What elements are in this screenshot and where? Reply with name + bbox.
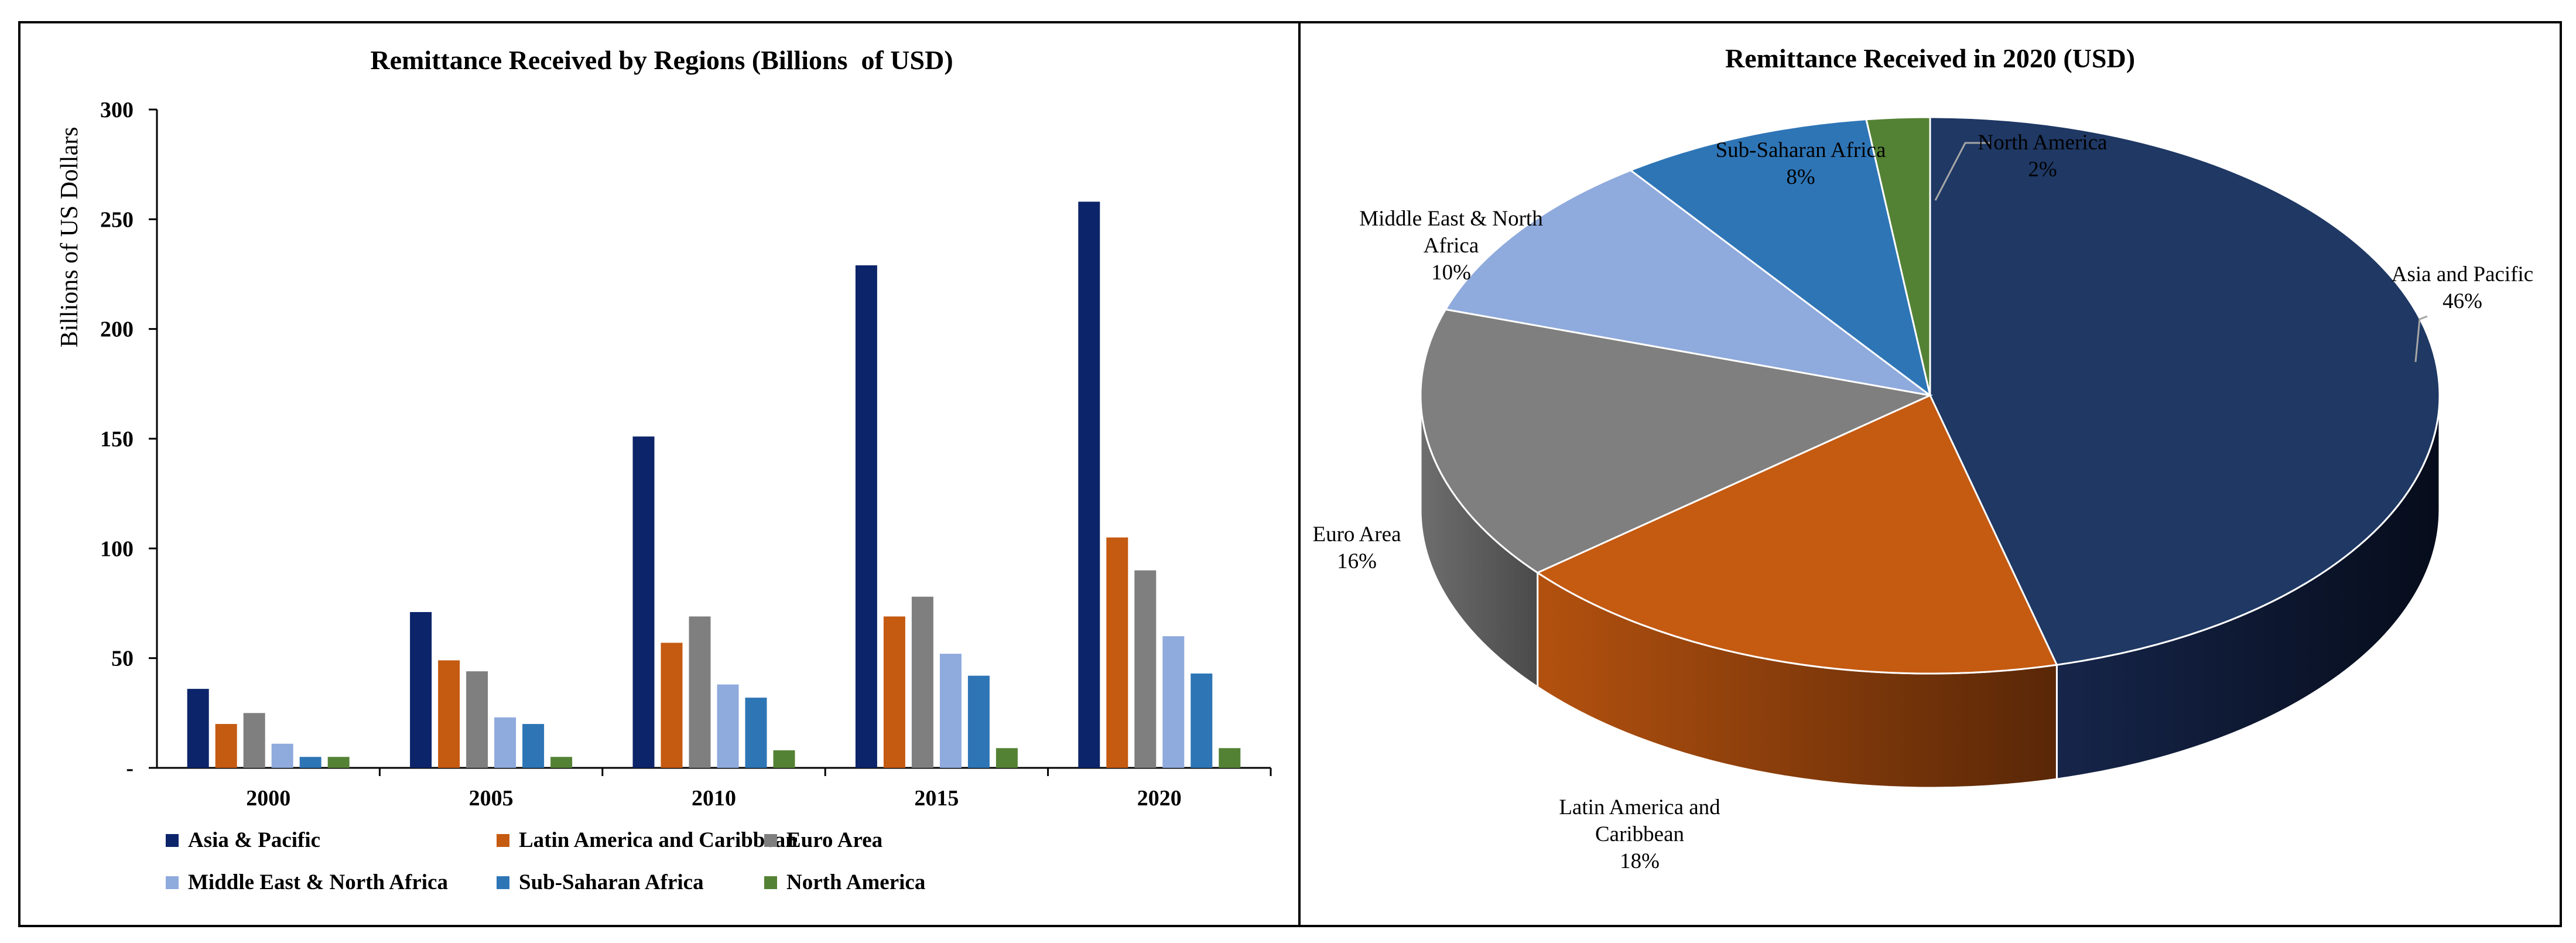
bar-chart-title: Remittance Received by Regions (Billions… — [370, 45, 953, 75]
pie-label-sub-saharan-africa: Sub-Saharan Africa 8% — [1716, 138, 1886, 189]
pie-slice-asia-and-pacific — [1929, 116, 2441, 666]
bar-north-america-2015 — [995, 748, 1018, 768]
pie-label-line: Asia and Pacific — [2392, 262, 2533, 286]
bar-euro-area-2005 — [466, 671, 488, 768]
legend-label-north-america: North America — [786, 870, 925, 894]
bar-asia-and-pacific-2020 — [1078, 201, 1100, 768]
pie-label-asia-and-pacific: Asia and Pacific 46% — [2392, 262, 2533, 313]
pie-chart-plot: Asia and Pacific 46% Latin America and Cari… — [1312, 116, 2533, 873]
pie-slice-north-america — [1865, 116, 1931, 396]
pie-label-north-america: North America 2% — [1978, 131, 2108, 182]
pie-slice-euro-area — [1419, 308, 1934, 574]
bar-latin-america-and-caribbean-2010 — [661, 643, 683, 768]
pie-label-line: Africa — [1424, 234, 1479, 258]
legend-label-latin-america-and-caribbean: Latin America and Caribbean — [519, 828, 798, 852]
y-tick-label: 50 — [111, 647, 134, 671]
pie-label-line: 18% — [1620, 849, 1660, 873]
bar-latin-america-and-caribbean-2015 — [883, 616, 905, 768]
bar-sub-saharan-africa-2000 — [299, 757, 321, 768]
bar-sub-saharan-africa-2020 — [1190, 673, 1213, 768]
legend-swatch-sub-saharan-africa — [497, 876, 509, 889]
pie-label-line: Latin America and — [1559, 795, 1720, 819]
pie-label-latin-america-and-caribbean: Latin America and Caribbean 18% — [1559, 795, 1720, 873]
bar-latin-america-and-caribbean-2020 — [1106, 537, 1128, 768]
y-tick-label: 300 — [100, 98, 134, 122]
legend-label-sub-saharan-africa: Sub-Saharan Africa — [519, 870, 704, 894]
bar-asia-and-pacific-2000 — [187, 689, 209, 768]
bar-middle-east-and-north-africa-2010 — [717, 684, 739, 768]
pie-leader-line-asia-and-pacific — [2414, 315, 2428, 363]
bar-sub-saharan-africa-2005 — [522, 724, 545, 768]
legend-swatch-middle-east-and-north-africa — [166, 876, 179, 889]
bar-euro-area-2020 — [1134, 570, 1157, 768]
pie-label-line: 46% — [2442, 289, 2482, 313]
y-tick-label: 200 — [100, 317, 134, 342]
x-tick-label: 2020 — [1137, 786, 1182, 811]
pie-label-line: Sub-Saharan Africa — [1716, 138, 1886, 162]
pie-label-line: 16% — [1337, 549, 1377, 573]
y-axis-label: Billions of US Dollars — [56, 127, 83, 348]
pie-slice-latin-america-and-caribbean — [1535, 394, 2058, 675]
legend-label-euro-area: Euro Area — [786, 828, 882, 852]
bar-latin-america-and-caribbean-2000 — [215, 724, 237, 768]
legend-swatch-euro-area — [764, 834, 777, 847]
legend-swatch-north-america — [764, 876, 777, 889]
pie-label-line: North America — [1978, 131, 2108, 155]
bar-asia-and-pacific-2005 — [410, 611, 432, 768]
bar-euro-area-2000 — [243, 713, 265, 768]
bar-middle-east-and-north-africa-2005 — [494, 717, 516, 768]
pie-leader-line-north-america — [1934, 142, 1990, 201]
pie-label-line: Middle East & North — [1359, 207, 1543, 231]
x-tick-label: 2000 — [246, 786, 290, 811]
pie-slice-middle-east-and-north-africa — [1444, 169, 1931, 397]
pie-label-line: 2% — [2028, 158, 2057, 182]
y-tick-label: 150 — [100, 427, 134, 452]
pie-chart-title: Remittance Received in 2020 (USD) — [1725, 43, 2135, 73]
bar-north-america-2005 — [550, 757, 573, 768]
bar-asia-and-pacific-2010 — [632, 436, 655, 768]
pie-label-line: 8% — [1786, 165, 1815, 189]
bar-middle-east-and-north-africa-2000 — [271, 743, 293, 768]
legend-swatch-latin-america-and-caribbean — [497, 834, 509, 847]
x-tick-label: 2005 — [469, 786, 514, 811]
legend-label-middle-east-and-north-africa: Middle East & North Africa — [188, 870, 448, 894]
bar-sub-saharan-africa-2015 — [967, 675, 990, 768]
legend-swatch-asia-and-pacific — [166, 834, 179, 847]
bar-north-america-2020 — [1219, 748, 1241, 768]
x-tick-label: 2010 — [692, 786, 736, 811]
bar-sub-saharan-africa-2010 — [745, 698, 767, 768]
bar-north-america-2010 — [773, 750, 795, 768]
bar-chart-plot: - 50 100 150 200 250 300 2000 2005 2010 2015 2020 As… — [100, 98, 1272, 894]
y-tick-label: - — [126, 756, 134, 781]
bar-latin-america-and-caribbean-2005 — [438, 660, 460, 768]
pie-label-line: Euro Area — [1312, 522, 1401, 546]
y-tick-label: 100 — [100, 537, 134, 561]
pie-slice-sub-saharan-africa — [1629, 118, 1932, 398]
bar-asia-and-pacific-2015 — [855, 265, 877, 768]
bar-panel-border — [18, 21, 1301, 927]
bar-middle-east-and-north-africa-2020 — [1162, 636, 1185, 768]
pie-label-line: Caribbean — [1595, 822, 1684, 846]
pie-panel-border — [1298, 21, 2562, 927]
y-tick-label: 250 — [100, 207, 134, 232]
bar-middle-east-and-north-africa-2015 — [939, 654, 962, 768]
x-tick-label: 2015 — [914, 786, 959, 811]
pie-label-euro-area: Euro Area 16% — [1312, 522, 1401, 573]
bar-euro-area-2015 — [911, 596, 933, 768]
bar-north-america-2000 — [327, 757, 350, 768]
pie-label-middle-east-and-north-africa: Middle East & North Africa 10% — [1359, 207, 1543, 285]
pie-label-line: 10% — [1431, 261, 1471, 285]
bar-euro-area-2010 — [689, 616, 711, 768]
legend-label-asia-and-pacific: Asia & Pacific — [188, 828, 320, 852]
